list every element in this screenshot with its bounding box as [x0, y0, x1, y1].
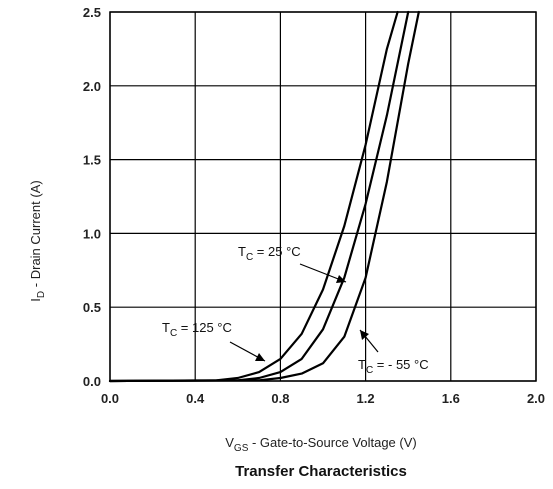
- grid: [109, 11, 537, 382]
- arrowhead-tc-125: [255, 353, 265, 361]
- arrowhead-tc-minus-55: [360, 330, 369, 340]
- annotation-tc-125: TC = 125 °C: [162, 320, 232, 339]
- x-tick-label: 2.0: [527, 391, 545, 406]
- chart-title: Transfer Characteristics: [235, 463, 407, 480]
- series-line-1: [108, 10, 410, 383]
- x-tick-label: 1.2: [357, 391, 375, 406]
- annotations: TC = 25 °C TC = 125 °C TC = - 55 °C: [162, 244, 429, 376]
- x-tick-label: 0.0: [101, 391, 119, 406]
- x-tick-labels: 0.0 0.4 0.8 1.2 1.6 2.0: [101, 391, 545, 406]
- arrowhead-tc-25: [336, 275, 346, 283]
- y-axis-label: ID - Drain Current (A): [28, 180, 47, 301]
- y-tick-label: 0.0: [83, 374, 101, 389]
- x-tick-label: 0.4: [186, 391, 205, 406]
- plot-frame: [109, 11, 537, 382]
- annotation-tc-25: TC = 25 °C: [238, 244, 301, 263]
- y-tick-label: 2.0: [83, 79, 101, 94]
- y-tick-label: 2.5: [83, 5, 101, 20]
- x-axis-label: VGS - Gate-to-Source Voltage (V): [225, 435, 416, 454]
- x-tick-label: 0.8: [271, 391, 289, 406]
- x-tick-label: 1.6: [442, 391, 460, 406]
- y-tick-label: 0.5: [83, 300, 101, 315]
- series-line-0: [108, 10, 399, 383]
- y-tick-label: 1.5: [83, 153, 101, 168]
- y-tick-label: 1.0: [83, 226, 101, 241]
- series-line-2: [108, 10, 420, 383]
- annotation-tc-minus-55: TC = - 55 °C: [358, 357, 429, 376]
- y-tick-labels: 0.0 0.5 1.0 1.5 2.0 2.5: [83, 5, 101, 389]
- curves: [108, 10, 420, 383]
